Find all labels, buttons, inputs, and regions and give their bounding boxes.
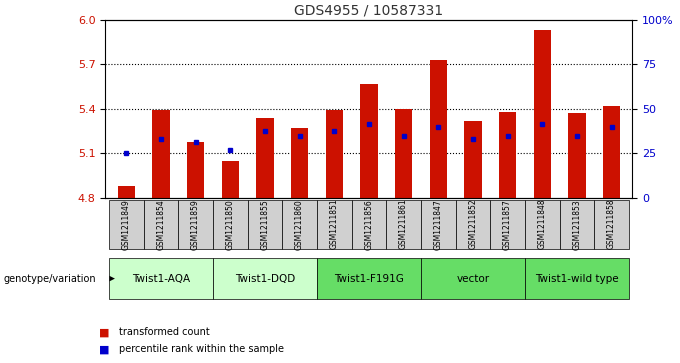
Bar	[326, 110, 343, 198]
Text: genotype/variation: genotype/variation	[3, 274, 96, 284]
Bar	[360, 84, 377, 198]
Text: GSM1211857: GSM1211857	[503, 199, 512, 249]
Text: Twist1-AQA: Twist1-AQA	[132, 274, 190, 284]
Text: GSM1211858: GSM1211858	[607, 199, 616, 249]
Bar	[118, 186, 135, 198]
Bar	[291, 128, 308, 198]
Bar	[152, 110, 169, 198]
Text: ■: ■	[99, 344, 109, 354]
Text: GSM1211852: GSM1211852	[469, 199, 477, 249]
Bar	[222, 161, 239, 198]
Text: GSM1211850: GSM1211850	[226, 199, 235, 249]
Text: GSM1211849: GSM1211849	[122, 199, 131, 249]
Bar	[534, 30, 551, 198]
Text: transformed count: transformed count	[119, 327, 209, 337]
Text: GSM1211860: GSM1211860	[295, 199, 304, 249]
Bar	[187, 142, 204, 198]
Text: GSM1211851: GSM1211851	[330, 199, 339, 249]
Text: vector: vector	[456, 274, 490, 284]
Bar	[568, 113, 585, 198]
Text: GSM1211853: GSM1211853	[573, 199, 581, 249]
Text: GSM1211856: GSM1211856	[364, 199, 373, 249]
Bar	[256, 118, 273, 198]
Text: GSM1211859: GSM1211859	[191, 199, 200, 249]
Bar	[395, 109, 412, 198]
Bar	[499, 112, 516, 198]
Bar	[430, 60, 447, 198]
Text: GSM1211848: GSM1211848	[538, 199, 547, 249]
Text: ■: ■	[99, 327, 109, 337]
Title: GDS4955 / 10587331: GDS4955 / 10587331	[294, 3, 443, 17]
Text: GSM1211861: GSM1211861	[399, 199, 408, 249]
Bar	[603, 106, 620, 198]
Text: GSM1211855: GSM1211855	[260, 199, 269, 249]
Text: GSM1211854: GSM1211854	[156, 199, 165, 249]
Text: Twist1-F191G: Twist1-F191G	[334, 274, 404, 284]
Text: Twist1-DQD: Twist1-DQD	[235, 274, 295, 284]
Text: percentile rank within the sample: percentile rank within the sample	[119, 344, 284, 354]
Text: GSM1211847: GSM1211847	[434, 199, 443, 249]
Text: Twist1-wild type: Twist1-wild type	[535, 274, 619, 284]
Bar	[464, 121, 481, 198]
